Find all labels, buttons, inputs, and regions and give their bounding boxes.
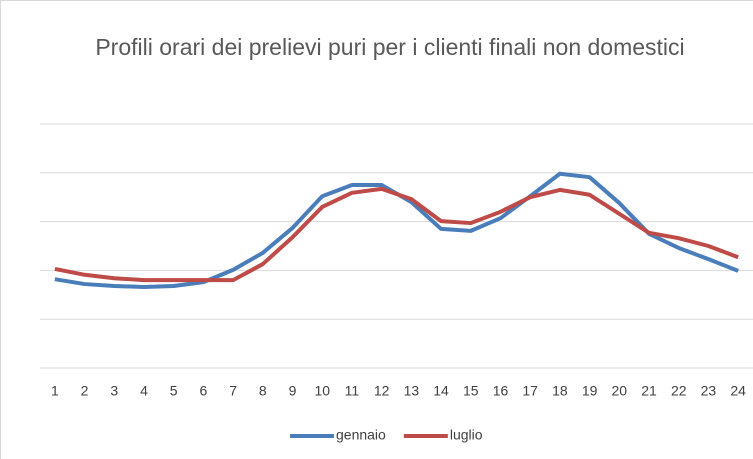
x-tick-label: 10	[314, 383, 330, 399]
x-tick-label: 5	[170, 383, 178, 399]
x-tick-label: 21	[641, 383, 657, 399]
x-tick-label: 13	[404, 383, 420, 399]
x-tick-label: 18	[552, 383, 568, 399]
x-tick-label: 20	[612, 383, 628, 399]
x-tick-label: 9	[289, 383, 297, 399]
x-tick-label: 2	[81, 383, 89, 399]
x-tick-label: 19	[582, 383, 598, 399]
x-tick-label: 22	[671, 383, 687, 399]
x-tick-label: 15	[463, 383, 479, 399]
x-tick-label: 4	[140, 383, 148, 399]
data-line	[54, 186, 739, 283]
x-tick-label: 24	[730, 383, 746, 399]
x-tick-label: 8	[259, 383, 267, 399]
legend-label: gennaio	[336, 427, 386, 443]
x-tick-label: 11	[345, 383, 360, 399]
x-tick-label: 12	[374, 383, 390, 399]
x-tick-label: 3	[110, 383, 118, 399]
x-tick-label: 14	[433, 383, 449, 399]
x-tick-label: 1	[51, 383, 59, 399]
x-tick-label: 17	[522, 383, 538, 399]
x-tick-label: 23	[701, 383, 717, 399]
x-tick-label: 6	[199, 383, 207, 399]
x-tick-label: 16	[493, 383, 509, 399]
chart-title: Profili orari dei prelievi puri per i cl…	[95, 34, 685, 60]
x-tick-label: 7	[229, 383, 237, 399]
legend-label: luglio	[450, 427, 483, 443]
